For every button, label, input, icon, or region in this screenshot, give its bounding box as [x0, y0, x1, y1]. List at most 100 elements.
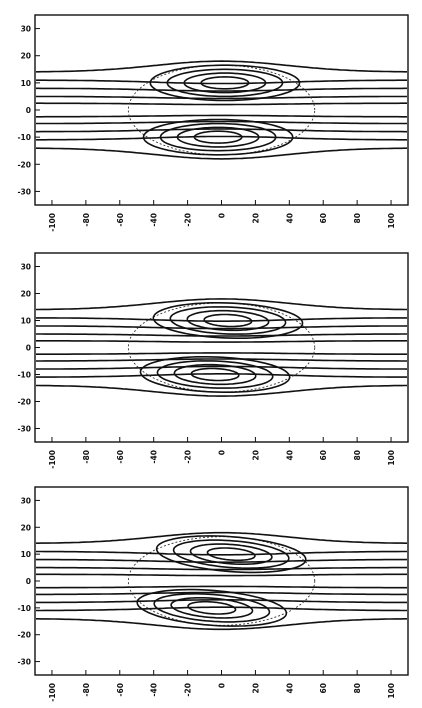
y-tick-label: -10: [17, 133, 31, 142]
streamline: [36, 358, 407, 362]
y-tick-label: 10: [21, 79, 31, 88]
vortex-contour: [176, 126, 260, 148]
x-tick-label: 60: [319, 450, 328, 460]
streamline: [36, 340, 407, 343]
plot-frame: [34, 486, 409, 676]
vortex-contour: [139, 356, 291, 393]
x-tick-label: 40: [285, 213, 294, 223]
y-tick-label: 20: [21, 523, 31, 532]
streamline: [36, 60, 407, 73]
x-tick-label: -40: [150, 450, 159, 464]
vortex-contour: [187, 600, 237, 615]
streamline: [36, 135, 407, 141]
streamline: [36, 298, 407, 311]
y-tick-label: 10: [21, 317, 31, 326]
vortex-contour: [186, 309, 270, 332]
y-tick-label: 20: [21, 290, 31, 299]
y-tick-label: -20: [17, 398, 31, 407]
vortex-contour: [159, 122, 277, 152]
x-tick-label: -60: [116, 213, 125, 227]
vortex-contour: [169, 306, 287, 335]
vortex-contour: [155, 535, 307, 574]
x-tick-label: 80: [353, 213, 362, 223]
y-tick-label: -10: [17, 371, 31, 380]
x-tick-label: -20: [184, 450, 193, 464]
y-tick-label: 0: [26, 106, 31, 115]
x-tick-label: 60: [319, 683, 328, 693]
separatrix: [127, 64, 316, 156]
x-tick-label: 40: [285, 683, 294, 693]
vortex-contour: [170, 597, 254, 619]
vortex-contour: [206, 547, 256, 562]
streamline: [36, 606, 407, 612]
x-tick-label: 80: [353, 450, 362, 460]
x-tick-label: -100: [48, 683, 57, 702]
x-tick-label: -100: [48, 450, 57, 469]
x-tick-label: 60: [319, 213, 328, 223]
streamline: [36, 531, 407, 544]
streamline: [36, 325, 407, 330]
vortex-contour: [190, 367, 240, 382]
x-tick-label: 20: [251, 683, 260, 693]
y-tick-label: 0: [26, 577, 31, 586]
x-tick-label: 0: [218, 450, 227, 455]
y-tick-label: 20: [21, 52, 31, 61]
streamline: [36, 317, 407, 322]
plot-frame: [34, 252, 409, 443]
vortex-contour: [156, 360, 274, 389]
streamline: [36, 333, 407, 337]
y-tick-label: -20: [17, 160, 31, 169]
vortex-contour: [142, 118, 294, 156]
streamline: [36, 550, 407, 556]
x-tick-label: -40: [150, 213, 159, 227]
streamline: [36, 373, 407, 378]
streamline: [36, 566, 407, 571]
x-tick-label: 100: [387, 683, 396, 699]
separatrix: [127, 302, 316, 393]
streamline: [36, 585, 407, 589]
streamline: [36, 599, 407, 604]
vortex-contour: [193, 130, 243, 144]
vortex-contour: [183, 72, 267, 94]
x-tick-label: -100: [48, 213, 57, 232]
x-tick-label: 40: [285, 450, 294, 460]
vortex-contour: [173, 363, 257, 386]
y-tick-label: -30: [17, 187, 31, 196]
streamline: [36, 147, 407, 160]
vortex-contour: [136, 588, 288, 627]
streamline: [36, 365, 407, 370]
x-tick-label: 80: [353, 683, 362, 693]
x-tick-label: 20: [251, 213, 260, 223]
y-tick-label: 10: [21, 550, 31, 559]
vortex-contour: [203, 313, 253, 328]
x-tick-label: -40: [150, 683, 159, 697]
x-tick-label: -80: [82, 450, 91, 464]
y-tick-label: -10: [17, 604, 31, 613]
y-tick-label: 0: [26, 344, 31, 353]
streamline: [36, 79, 407, 85]
vortex-contour: [200, 76, 250, 90]
streamline: [36, 573, 407, 577]
streamline: [36, 558, 407, 563]
vortex-contour: [166, 68, 284, 98]
x-tick-label: -80: [82, 683, 91, 697]
vortex-contour: [149, 64, 301, 102]
y-tick-label: -30: [17, 658, 31, 667]
streamline: [36, 87, 407, 92]
y-tick-label: 30: [21, 496, 31, 505]
vortex-contour: [172, 539, 290, 569]
streamline: [36, 591, 407, 596]
x-tick-label: -80: [82, 213, 91, 227]
x-tick-label: -20: [184, 683, 193, 697]
streamline: [36, 102, 407, 106]
x-tick-label: 0: [218, 213, 227, 218]
x-tick-label: 100: [387, 450, 396, 466]
separatrix: [127, 536, 316, 626]
y-tick-label: 30: [21, 263, 31, 272]
vortex-contour: [189, 543, 273, 565]
streamline: [36, 120, 407, 125]
y-tick-label: -30: [17, 425, 31, 434]
